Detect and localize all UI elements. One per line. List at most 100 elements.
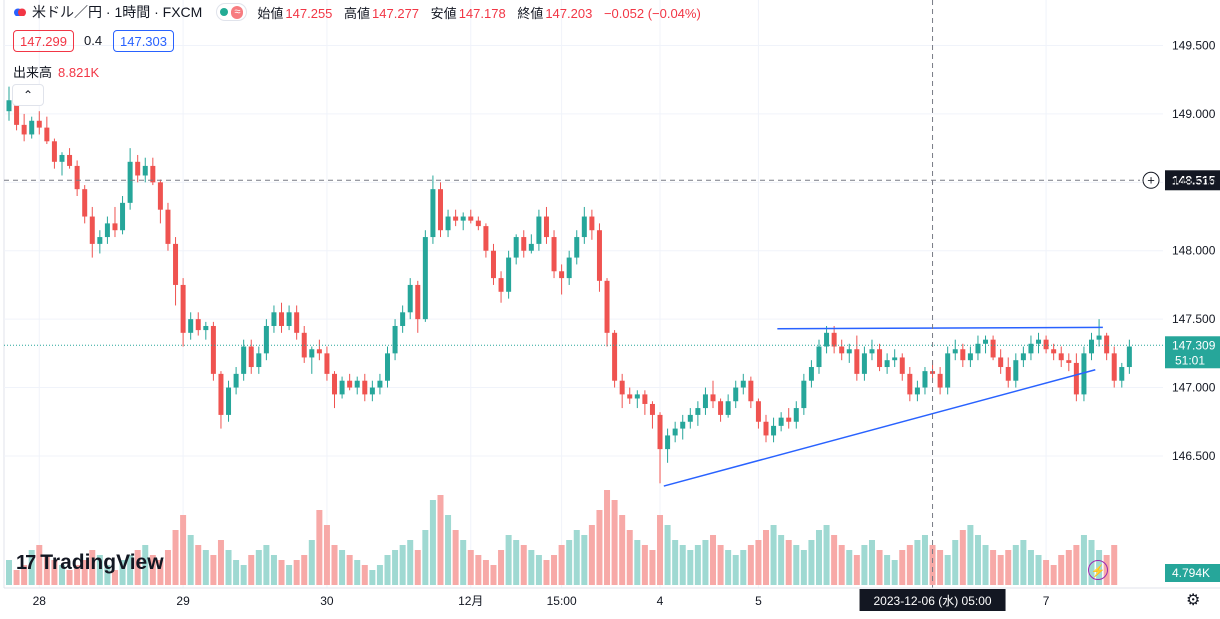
volume-bar	[997, 555, 1004, 585]
plus-icon	[1142, 171, 1160, 189]
volume-bar	[551, 555, 558, 585]
candle-body	[460, 216, 466, 221]
candle-body	[271, 312, 277, 326]
candle-body	[922, 371, 928, 388]
candle-body	[316, 349, 322, 354]
candle-body	[672, 428, 678, 436]
candle-body	[513, 237, 519, 258]
candle-body	[339, 380, 345, 395]
volume-bar	[876, 550, 883, 585]
volume-bar	[195, 545, 202, 585]
collapse-legend-button[interactable]: ⌃	[12, 84, 44, 106]
volume-bar	[429, 500, 436, 585]
settings-icon[interactable]: ⚙	[1186, 592, 1201, 609]
candle-body	[1104, 335, 1110, 354]
volume-bar	[604, 490, 611, 585]
volume-bar	[21, 565, 28, 585]
candle-body	[263, 325, 269, 354]
candle-body	[135, 161, 141, 176]
volume-bar	[596, 510, 603, 585]
trend-line	[777, 326, 1103, 330]
volume-bar	[611, 500, 618, 585]
candle-body	[1051, 349, 1057, 354]
volume-bar	[28, 550, 35, 585]
candle-body	[407, 284, 413, 313]
buy-price-button[interactable]: 147.303	[113, 30, 174, 52]
candle-body	[1111, 353, 1117, 381]
candle-body	[188, 319, 194, 333]
candle-body	[680, 421, 686, 429]
candle-body	[422, 237, 428, 320]
volume-bar	[96, 555, 103, 585]
x-tick-label: 12月	[458, 594, 483, 608]
symbol-title[interactable]: 米ドル／円 · 1時間 · FXCM	[32, 4, 203, 20]
x-tick-label: 15:00	[547, 594, 577, 608]
candle-body	[914, 387, 920, 395]
spread-value: 0.4	[84, 33, 103, 48]
candle-body	[884, 360, 890, 368]
candle-body	[877, 349, 883, 368]
x-tick-label: 28	[33, 594, 47, 608]
volume-bar	[1005, 550, 1012, 585]
volume-bar	[785, 540, 792, 585]
candle-body	[483, 226, 489, 251]
candle-body	[725, 401, 731, 415]
volume-bar	[543, 560, 550, 585]
volume-bar	[316, 510, 323, 585]
volume-bar	[702, 540, 709, 585]
sell-price-button[interactable]: 147.299	[13, 30, 74, 52]
volume-bar	[490, 565, 497, 585]
candle-body	[718, 401, 724, 415]
volume-bar	[414, 550, 421, 585]
volume-bar	[763, 530, 769, 585]
candle-body	[377, 380, 383, 388]
volume-bar	[111, 570, 118, 585]
volume-bar	[369, 570, 376, 585]
volume-legend: 出来高 8.821K	[13, 62, 99, 81]
market-open-icon	[220, 8, 229, 16]
candle-body	[740, 380, 746, 388]
volume-bar	[884, 555, 891, 585]
volume-bar	[36, 545, 43, 585]
volume-bar	[460, 540, 467, 585]
candle-body	[808, 367, 814, 381]
volume-bar	[217, 540, 224, 585]
y-tick-label: 147.000	[1172, 381, 1216, 395]
volume-bar	[301, 555, 308, 585]
candle-body	[665, 435, 671, 450]
candle-body	[869, 349, 875, 354]
volume-bar	[1050, 565, 1057, 585]
candle-body	[831, 332, 837, 347]
volume-bar	[467, 550, 474, 585]
y-tick-label: 149.500	[1172, 39, 1216, 53]
tradingview-logo[interactable]: 17 TradingView	[16, 551, 164, 575]
volume-bar	[452, 530, 459, 585]
volume-bar	[1043, 560, 1050, 585]
y-tick-label: 147.500	[1172, 312, 1216, 326]
candle-body	[945, 353, 951, 388]
volume-bar	[81, 560, 88, 585]
ohlc-value: 147.203	[545, 5, 593, 21]
ohlc-value: 147.277	[372, 5, 420, 21]
countdown-label: 51:01	[1175, 353, 1205, 367]
x-tick-label: 29	[176, 594, 190, 608]
candle-body	[1096, 335, 1102, 340]
volume-bar	[626, 530, 633, 585]
candle-body	[604, 280, 610, 333]
lightning-icon[interactable]: ⚡	[1088, 560, 1108, 580]
candle-body	[241, 346, 247, 374]
candle-body	[445, 216, 451, 231]
market-status[interactable]: ≈	[216, 3, 248, 21]
volume-bar	[747, 545, 754, 585]
volume-bar	[104, 565, 111, 585]
us-flag-icon	[14, 8, 26, 16]
volume-bar	[13, 570, 20, 585]
candle-body	[256, 353, 262, 368]
volume-bar	[974, 535, 981, 585]
candle-body	[559, 271, 565, 279]
candle-body	[165, 209, 171, 244]
change-value: −0.052 (−0.04%)	[603, 5, 701, 21]
candle-body	[1043, 339, 1049, 350]
volume-bar	[293, 560, 300, 585]
